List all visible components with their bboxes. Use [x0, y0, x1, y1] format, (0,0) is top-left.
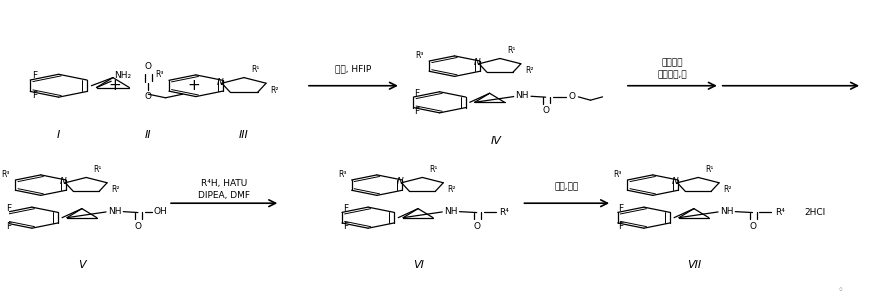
Text: R³: R³ [338, 170, 346, 178]
Text: R⁴H, HATU: R⁴H, HATU [201, 179, 248, 188]
Text: R²: R² [525, 66, 534, 75]
Text: R³: R³ [2, 170, 10, 178]
Text: R³: R³ [415, 50, 424, 60]
Text: III: III [239, 130, 249, 140]
Text: R²: R² [724, 185, 732, 194]
Text: N: N [60, 177, 67, 186]
Text: R⁴: R⁴ [775, 208, 785, 217]
Text: 盐酸,乙醇: 盐酸,乙醇 [555, 182, 579, 191]
Text: +: + [108, 78, 121, 93]
Text: O: O [134, 222, 141, 230]
Text: II: II [145, 130, 152, 140]
Text: F: F [414, 107, 419, 116]
Text: R³: R³ [155, 70, 164, 79]
Text: DIPEA, DMF: DIPEA, DMF [198, 191, 250, 200]
Text: F: F [6, 204, 11, 213]
Text: F: F [343, 222, 348, 231]
Text: R²: R² [447, 185, 456, 194]
Text: O: O [568, 92, 575, 101]
Text: N: N [397, 177, 403, 186]
Text: R³: R³ [614, 170, 623, 178]
Text: F: F [6, 222, 11, 231]
Text: VI: VI [412, 260, 424, 270]
Text: F: F [343, 204, 348, 213]
Text: F: F [618, 204, 623, 213]
Text: N: N [217, 78, 223, 87]
Text: 2HCl: 2HCl [804, 208, 826, 217]
Text: NH: NH [444, 206, 458, 216]
Text: O: O [473, 222, 480, 230]
Text: 甲苯, HFIP: 甲苯, HFIP [336, 65, 371, 74]
Text: O: O [749, 222, 756, 230]
Text: OH: OH [153, 206, 167, 216]
Text: NH: NH [108, 206, 121, 216]
Text: R²: R² [270, 86, 279, 95]
Text: NH₂: NH₂ [114, 71, 132, 80]
Text: N: N [474, 58, 480, 67]
Text: F: F [618, 222, 623, 231]
Text: V: V [78, 260, 85, 270]
Text: N: N [672, 177, 679, 186]
Text: R⁴: R⁴ [499, 208, 509, 217]
Text: IV: IV [490, 136, 501, 147]
Text: R¹: R¹ [251, 65, 259, 74]
Text: F: F [414, 89, 419, 98]
Text: O: O [542, 106, 549, 115]
Text: 氢氧化锂: 氢氧化锂 [662, 59, 683, 67]
Text: O: O [145, 62, 152, 71]
Text: F: F [32, 91, 37, 100]
Text: NH: NH [719, 206, 733, 216]
Text: R¹: R¹ [429, 165, 438, 174]
Text: R²: R² [112, 185, 120, 194]
Text: 二氧六环,水: 二氧六环,水 [657, 71, 687, 80]
Text: NH: NH [515, 91, 529, 100]
Text: ◦: ◦ [838, 285, 843, 295]
Text: R¹: R¹ [93, 165, 101, 174]
Text: I: I [57, 130, 60, 140]
Text: O: O [145, 92, 152, 101]
Text: R¹: R¹ [705, 165, 713, 174]
Text: +: + [187, 78, 201, 93]
Text: F: F [32, 71, 37, 80]
Text: VII: VII [687, 260, 701, 270]
Text: R¹: R¹ [507, 46, 515, 55]
